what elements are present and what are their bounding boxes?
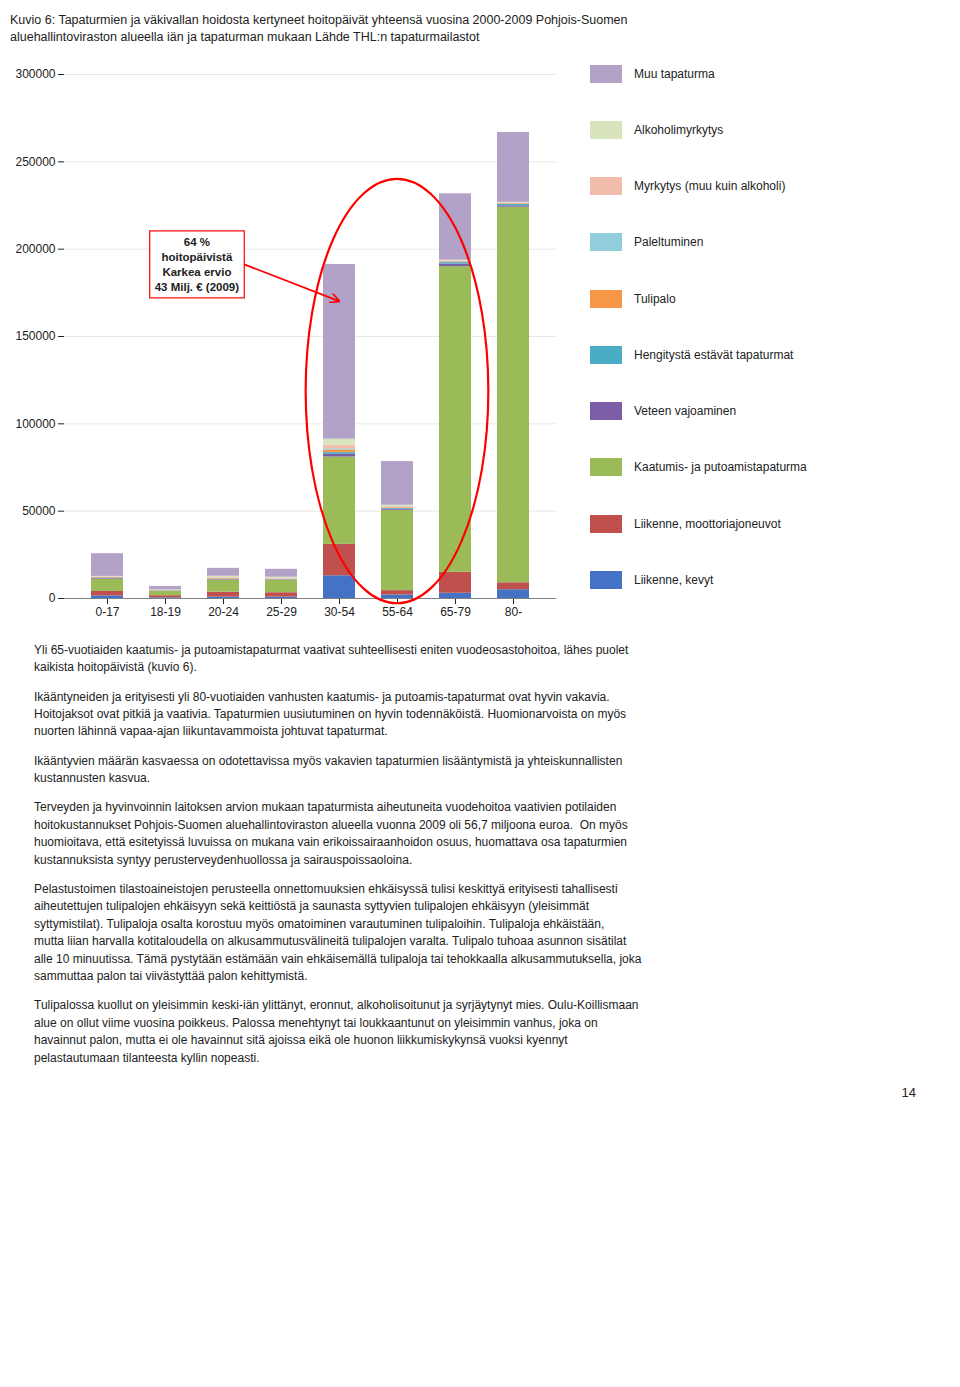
svg-text:0-17: 0-17 xyxy=(95,605,119,619)
html-text:Ikääntyneiden ja erityisesti y: Ikääntyneiden ja erityisesti yli 80-vuot… xyxy=(34,689,627,739)
html-text:Kaatumis- ja putoamistapaturma: Kaatumis- ja putoamistapaturma xyxy=(634,460,807,475)
html-text:Ikääntyvien määrän kasvaessa o: Ikääntyvien määrän kasvaessa on odotetta… xyxy=(34,753,623,786)
html-text:Yli 65-vuotiaiden kaatumis- ja: Yli 65-vuotiaiden kaatumis- ja putoamist… xyxy=(34,642,629,675)
html-text:Kuvio 6: Tapaturmien ja väkiva: Kuvio 6: Tapaturmien ja väkivallan hoido… xyxy=(10,13,628,27)
html-text:aluehallintoviraston alueella: aluehallintoviraston alueella iän ja tap… xyxy=(10,29,480,44)
svg-text:50000: 50000 xyxy=(22,504,56,518)
html-text:Veteen vajoaminen: Veteen vajoaminen xyxy=(634,404,737,419)
html-text:Pelastustoimen tilastoaineisto: Pelastustoimen tilastoaineistojen perust… xyxy=(34,882,642,983)
html-text:Tulipalossa kuollut on yleisim: Tulipalossa kuollut on yleisimmin keski-… xyxy=(34,998,639,1065)
svg-text:100000: 100000 xyxy=(15,416,55,430)
svg-text:200000: 200000 xyxy=(15,242,55,256)
svg-text:64 %hoitopäivistäKarkea ervio4: 64 %hoitopäivistäKarkea ervio43 Milj. € … xyxy=(155,236,240,293)
svg-text:30-54: 30-54 xyxy=(324,605,355,619)
html-text:Myrkytys (muu kuin alkoholi): Myrkytys (muu kuin alkoholi) xyxy=(634,179,786,194)
html-text:Terveyden ja hyvinvoinnin lait: Terveyden ja hyvinvoinnin laitoksen arvi… xyxy=(34,800,628,867)
svg-text:20-24: 20-24 xyxy=(208,605,239,619)
svg-text:65-79: 65-79 xyxy=(440,605,471,619)
html-text:14: 14 xyxy=(901,1085,916,1100)
svg-text:150000: 150000 xyxy=(15,329,55,343)
html-text:Paleltuminen: Paleltuminen xyxy=(634,235,704,250)
svg-text:0: 0 xyxy=(49,591,56,605)
svg-text:80-: 80- xyxy=(505,605,522,619)
html-text:Liikenne, kevyt: Liikenne, kevyt xyxy=(634,572,714,587)
html-text:Muu tapaturma: Muu tapaturma xyxy=(634,66,715,81)
svg-text:55-64: 55-64 xyxy=(382,605,413,619)
svg-text:18-19: 18-19 xyxy=(150,605,181,619)
svg-text:250000: 250000 xyxy=(15,154,55,168)
svg-text:25-29: 25-29 xyxy=(266,605,297,619)
html-text:Hengitystä estävät tapaturmat: Hengitystä estävät tapaturmat xyxy=(634,347,794,362)
svg-text:300000: 300000 xyxy=(15,67,55,81)
html-text:Alkoholimyrkytys: Alkoholimyrkytys xyxy=(634,123,724,137)
html-text:Tulipalo: Tulipalo xyxy=(634,291,676,306)
html-text:Liikenne, moottoriajoneuvot: Liikenne, moottoriajoneuvot xyxy=(634,516,781,531)
